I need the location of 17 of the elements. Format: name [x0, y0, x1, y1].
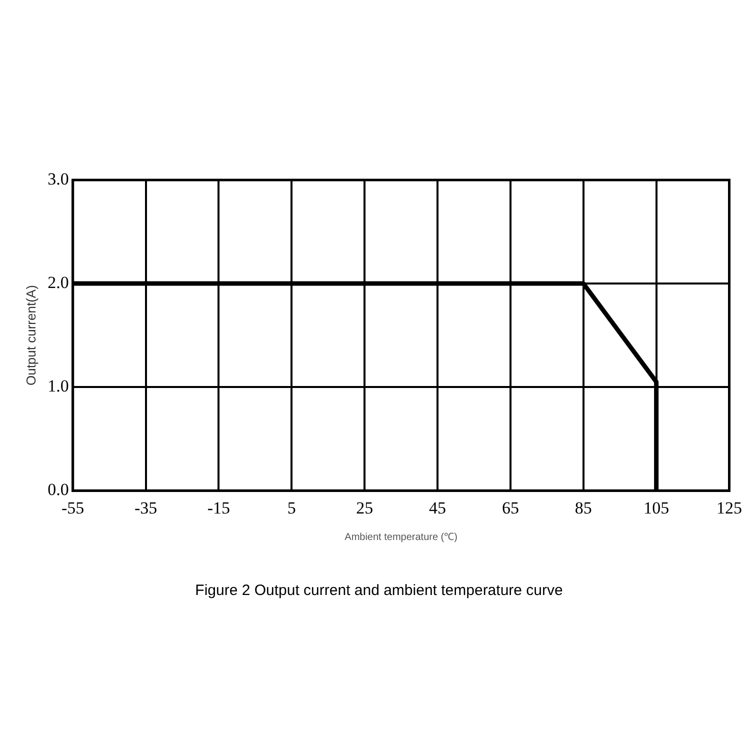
- y-tick-label: 3.0: [48, 169, 69, 188]
- x-axis-title: Ambient temperature (℃): [344, 532, 458, 543]
- x-tick-label: 125: [716, 498, 742, 518]
- x-tick-label: 45: [429, 498, 446, 518]
- x-tick-label: 105: [644, 498, 670, 518]
- x-tick-label: 85: [574, 498, 592, 518]
- x-tick-label: -15: [207, 498, 230, 518]
- y-tick-label: 1.0: [48, 376, 69, 396]
- x-tick-label: 5: [287, 498, 296, 518]
- x-tick-label: -55: [62, 498, 84, 518]
- x-tick-label: 65: [502, 498, 519, 518]
- x-tick-label: -35: [134, 498, 158, 518]
- y-tick-label: 0.0: [48, 480, 69, 500]
- text: Figure 2 Output current and ambient temperature curve: [195, 582, 563, 600]
- y-tick-label: 2.0: [48, 273, 69, 292]
- y-axis-title: Output current(A): [23, 285, 38, 386]
- x-tick-label: 25: [356, 498, 374, 518]
